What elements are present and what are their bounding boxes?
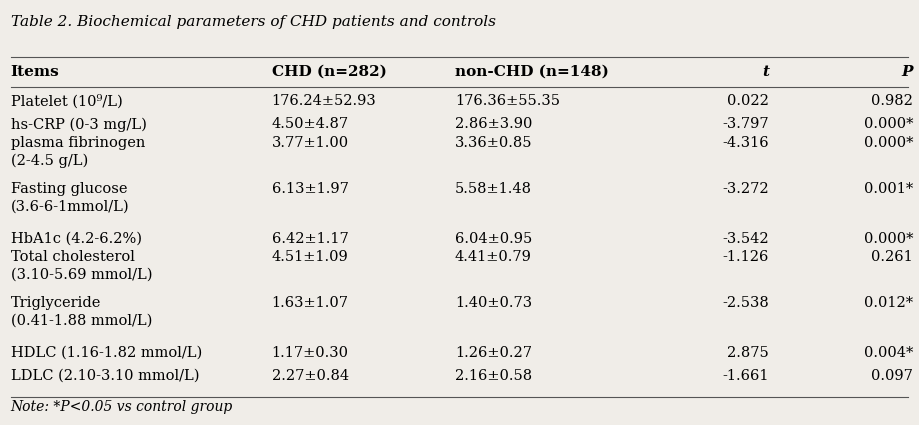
Text: 0.000*: 0.000*: [864, 232, 913, 246]
Text: Triglyceride: Triglyceride: [10, 296, 101, 310]
Text: 3.36±0.85: 3.36±0.85: [455, 136, 532, 150]
Text: (0.41-1.88 mmol/L): (0.41-1.88 mmol/L): [10, 314, 152, 327]
Text: 6.42±1.17: 6.42±1.17: [272, 232, 348, 246]
Text: 3.77±1.00: 3.77±1.00: [272, 136, 349, 150]
Text: 1.63±1.07: 1.63±1.07: [272, 296, 348, 310]
Text: 0.004*: 0.004*: [864, 346, 913, 360]
Text: 4.50±4.87: 4.50±4.87: [272, 117, 349, 131]
Text: 4.41±0.79: 4.41±0.79: [455, 250, 532, 264]
Text: 2.86±3.90: 2.86±3.90: [455, 117, 532, 131]
Text: 6.04±0.95: 6.04±0.95: [455, 232, 532, 246]
Text: 0.000*: 0.000*: [864, 136, 913, 150]
Text: 176.24±52.93: 176.24±52.93: [272, 94, 377, 108]
Text: -1.661: -1.661: [722, 369, 769, 383]
Text: P: P: [902, 65, 913, 79]
Text: Platelet (10⁹/L): Platelet (10⁹/L): [10, 94, 122, 109]
Text: Total cholesterol: Total cholesterol: [10, 250, 134, 264]
Text: -3.272: -3.272: [722, 182, 769, 196]
Text: 5.58±1.48: 5.58±1.48: [455, 182, 532, 196]
Text: 0.097: 0.097: [871, 369, 913, 383]
Text: plasma fibrinogen: plasma fibrinogen: [10, 136, 145, 150]
Text: 4.51±1.09: 4.51±1.09: [272, 250, 348, 264]
Text: 0.982: 0.982: [871, 94, 913, 108]
Text: hs-CRP (0-3 mg/L): hs-CRP (0-3 mg/L): [10, 117, 146, 131]
Text: LDLC (2.10-3.10 mmol/L): LDLC (2.10-3.10 mmol/L): [10, 369, 199, 383]
Text: t: t: [762, 65, 769, 79]
Text: (3.10-5.69 mmol/L): (3.10-5.69 mmol/L): [10, 268, 152, 282]
Text: (2-4.5 g/L): (2-4.5 g/L): [10, 153, 88, 167]
Text: -3.542: -3.542: [722, 232, 769, 246]
Text: -4.316: -4.316: [722, 136, 769, 150]
Text: 0.001*: 0.001*: [864, 182, 913, 196]
Text: 2.27±0.84: 2.27±0.84: [272, 369, 349, 383]
Text: 1.26±0.27: 1.26±0.27: [455, 346, 532, 360]
Text: -1.126: -1.126: [723, 250, 769, 264]
Text: 0.012*: 0.012*: [864, 296, 913, 310]
Text: HbA1c (4.2-6.2%): HbA1c (4.2-6.2%): [10, 232, 142, 246]
Text: Table 2. Biochemical parameters of CHD patients and controls: Table 2. Biochemical parameters of CHD p…: [10, 15, 495, 29]
Text: -3.797: -3.797: [722, 117, 769, 131]
Text: 2.16±0.58: 2.16±0.58: [455, 369, 532, 383]
Text: 176.36±55.35: 176.36±55.35: [455, 94, 560, 108]
Text: CHD (n=282): CHD (n=282): [272, 65, 387, 79]
Text: 0.261: 0.261: [871, 250, 913, 264]
Text: HDLC (1.16-1.82 mmol/L): HDLC (1.16-1.82 mmol/L): [10, 346, 202, 360]
Text: Fasting glucose: Fasting glucose: [10, 182, 127, 196]
Text: 2.875: 2.875: [728, 346, 769, 360]
Text: 1.40±0.73: 1.40±0.73: [455, 296, 532, 310]
Text: (3.6-6-1mmol/L): (3.6-6-1mmol/L): [10, 199, 130, 213]
Text: Note: *P<0.05 vs control group: Note: *P<0.05 vs control group: [10, 400, 233, 414]
Text: 6.13±1.97: 6.13±1.97: [272, 182, 348, 196]
Text: 0.022: 0.022: [727, 94, 769, 108]
Text: Items: Items: [10, 65, 60, 79]
Text: 1.17±0.30: 1.17±0.30: [272, 346, 348, 360]
Text: 0.000*: 0.000*: [864, 117, 913, 131]
Text: non-CHD (n=148): non-CHD (n=148): [455, 65, 608, 79]
Text: -2.538: -2.538: [722, 296, 769, 310]
